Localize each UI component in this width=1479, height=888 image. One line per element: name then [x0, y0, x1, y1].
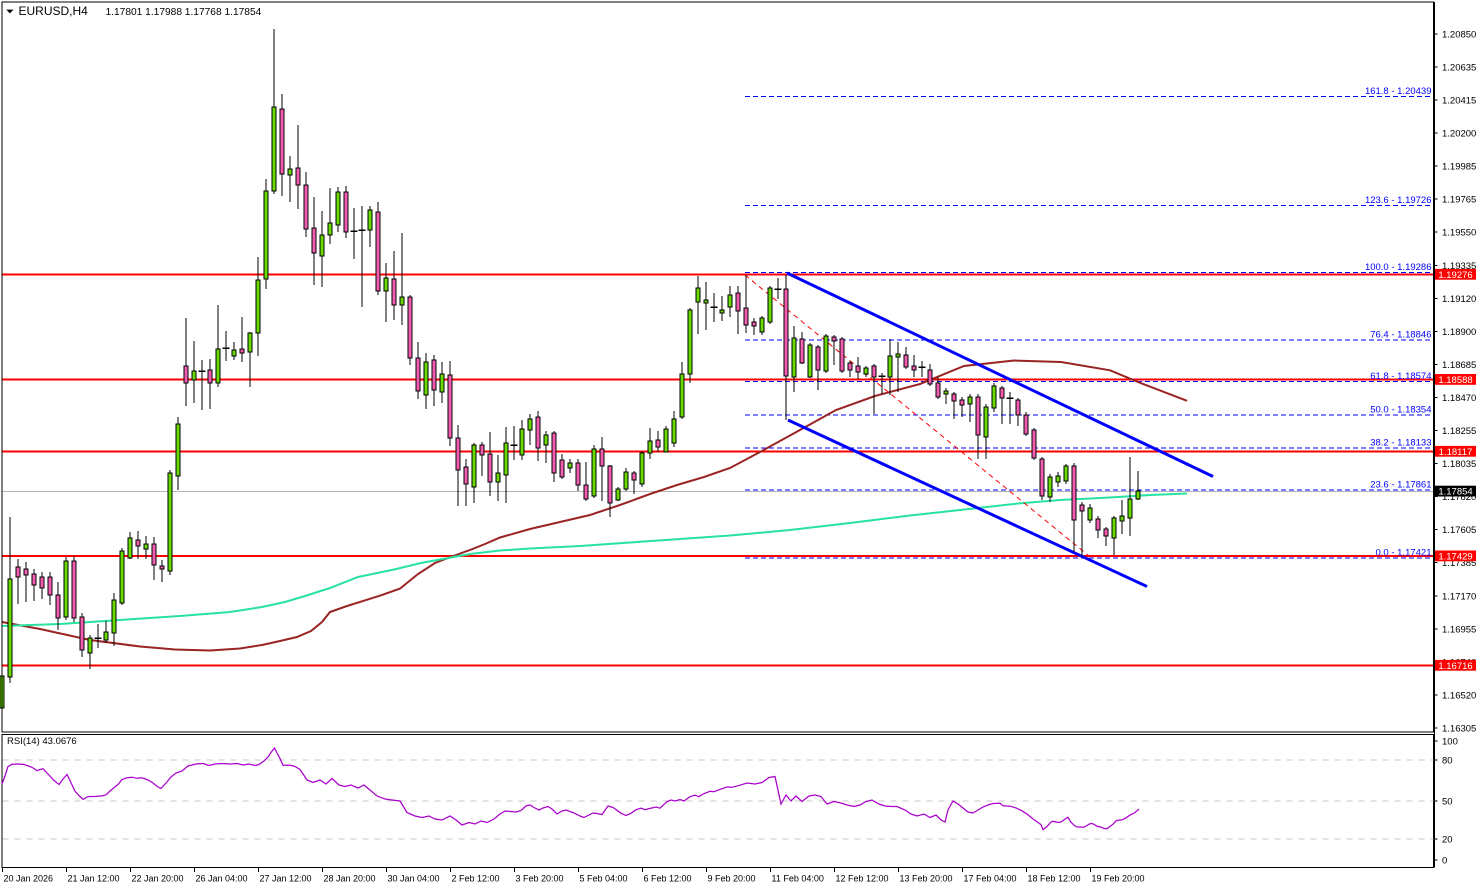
svg-text:1.19335: 1.19335: [1442, 261, 1476, 272]
svg-text:1.20415: 1.20415: [1442, 96, 1476, 107]
svg-text:13 Feb 20:00: 13 Feb 20:00: [900, 874, 953, 884]
svg-text:19 Feb 20:00: 19 Feb 20:00: [1092, 874, 1145, 884]
svg-text:EURUSD,H4: EURUSD,H4: [19, 4, 89, 18]
svg-text:11 Feb 04:00: 11 Feb 04:00: [772, 874, 824, 884]
svg-text:100.0 - 1.19286: 100.0 - 1.19286: [1365, 262, 1432, 273]
svg-text:1.16716: 1.16716: [1438, 661, 1472, 672]
svg-text:1.18685: 1.18685: [1442, 360, 1476, 371]
svg-text:12 Feb 12:00: 12 Feb 12:00: [836, 874, 889, 884]
svg-text:1.18470: 1.18470: [1442, 393, 1476, 404]
svg-text:1.18588: 1.18588: [1438, 375, 1472, 386]
svg-text:1.18255: 1.18255: [1442, 426, 1476, 437]
svg-text:0.0 - 1.17421: 0.0 - 1.17421: [1376, 547, 1432, 558]
svg-text:1.17605: 1.17605: [1442, 525, 1476, 536]
svg-text:161.8 - 1.20439: 161.8 - 1.20439: [1365, 86, 1432, 97]
svg-text:22 Jan 20:00: 22 Jan 20:00: [132, 874, 184, 884]
svg-text:20 Jan 2026: 20 Jan 2026: [4, 874, 54, 884]
svg-text:1.16955: 1.16955: [1442, 624, 1476, 635]
svg-text:0: 0: [1442, 856, 1447, 867]
svg-text:1.17801 1.17988 1.17768 1.1785: 1.17801 1.17988 1.17768 1.17854: [106, 7, 262, 18]
svg-text:1.17385: 1.17385: [1442, 558, 1476, 569]
svg-text:1.20850: 1.20850: [1442, 29, 1476, 40]
svg-text:23.6 - 1.17861: 23.6 - 1.17861: [1370, 479, 1431, 490]
svg-text:123.6 - 1.19726: 123.6 - 1.19726: [1365, 195, 1432, 206]
svg-text:30 Jan 04:00: 30 Jan 04:00: [388, 874, 440, 884]
svg-text:27 Jan 12:00: 27 Jan 12:00: [260, 874, 312, 884]
svg-text:2 Feb 12:00: 2 Feb 12:00: [452, 874, 500, 884]
svg-text:28 Jan 20:00: 28 Jan 20:00: [324, 874, 376, 884]
svg-text:RSI(14) 43.0676: RSI(14) 43.0676: [7, 736, 77, 747]
svg-text:6 Feb 12:00: 6 Feb 12:00: [644, 874, 692, 884]
svg-text:76.4 - 1.18846: 76.4 - 1.18846: [1370, 330, 1431, 341]
svg-text:18 Feb 12:00: 18 Feb 12:00: [1028, 874, 1081, 884]
svg-text:1.20200: 1.20200: [1442, 129, 1476, 140]
svg-text:50: 50: [1442, 797, 1453, 808]
svg-text:61.8 - 1.18574: 61.8 - 1.18574: [1370, 371, 1431, 382]
svg-text:1.17854: 1.17854: [1438, 487, 1472, 498]
svg-text:1.16520: 1.16520: [1442, 690, 1476, 701]
svg-text:1.20635: 1.20635: [1442, 62, 1476, 73]
svg-text:1.19550: 1.19550: [1442, 228, 1476, 239]
svg-text:50.0 - 1.18354: 50.0 - 1.18354: [1370, 405, 1431, 416]
svg-text:1.19276: 1.19276: [1438, 270, 1472, 281]
svg-text:1.17170: 1.17170: [1442, 591, 1476, 602]
svg-text:1.19985: 1.19985: [1442, 162, 1476, 173]
svg-text:9 Feb 20:00: 9 Feb 20:00: [708, 874, 756, 884]
svg-text:17 Feb 04:00: 17 Feb 04:00: [964, 874, 1017, 884]
svg-text:1.18900: 1.18900: [1442, 327, 1476, 338]
svg-text:1.18117: 1.18117: [1439, 447, 1473, 458]
svg-text:20: 20: [1442, 835, 1453, 846]
svg-text:1.18035: 1.18035: [1442, 459, 1476, 470]
svg-text:1.19765: 1.19765: [1442, 195, 1476, 206]
svg-text:3 Feb 20:00: 3 Feb 20:00: [516, 874, 564, 884]
svg-text:26 Jan 04:00: 26 Jan 04:00: [196, 874, 248, 884]
svg-text:80: 80: [1442, 756, 1453, 767]
svg-text:21 Jan 12:00: 21 Jan 12:00: [68, 874, 120, 884]
svg-text:100: 100: [1442, 737, 1458, 748]
svg-text:1.17429: 1.17429: [1438, 551, 1472, 562]
svg-text:1.17820: 1.17820: [1442, 492, 1476, 503]
svg-text:1.19120: 1.19120: [1442, 294, 1476, 305]
svg-text:5 Feb 04:00: 5 Feb 04:00: [580, 874, 628, 884]
svg-text:1.16305: 1.16305: [1442, 723, 1476, 734]
svg-text:38.2 - 1.18133: 38.2 - 1.18133: [1370, 438, 1431, 449]
